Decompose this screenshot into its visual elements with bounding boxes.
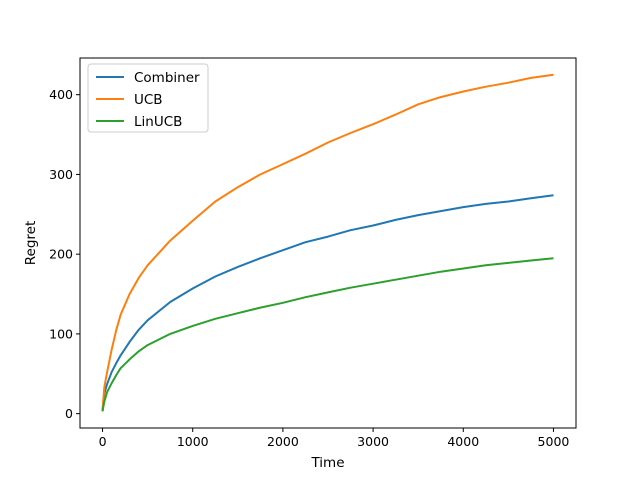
legend-box [87,63,209,133]
series-line-ucb [101,73,554,411]
y-axis-label: Regret [23,221,39,266]
x-tick-label: 3000 [357,434,389,449]
x-tick-label: 5000 [538,434,570,449]
series-line-combiner [101,194,554,412]
series-line-linucb [101,257,554,412]
series-layer [101,73,554,412]
axes-layer: 0 1000 2000 3000 4000 5000 0 100 200 300 400 [49,57,577,449]
y-tick-label: 200 [49,247,73,262]
x-tick-label: 4000 [447,434,479,449]
y-tick-label: 400 [49,87,73,102]
y-tick-label: 100 [49,326,73,341]
x-axis-label: Time [310,455,344,471]
x-tick-label: 1000 [177,434,209,449]
x-tick-label: 2000 [267,434,299,449]
axes-frame [79,57,577,429]
legend: Combiner UCB LinUCB [87,63,209,133]
x-tick-label: 0 [99,434,107,449]
y-tick-label: 0 [65,406,73,421]
legend-label-linucb: LinUCB [134,114,182,130]
legend-label-combiner: Combiner [134,70,200,86]
y-tick-label: 300 [49,167,73,182]
legend-label-ucb: UCB [134,92,163,108]
